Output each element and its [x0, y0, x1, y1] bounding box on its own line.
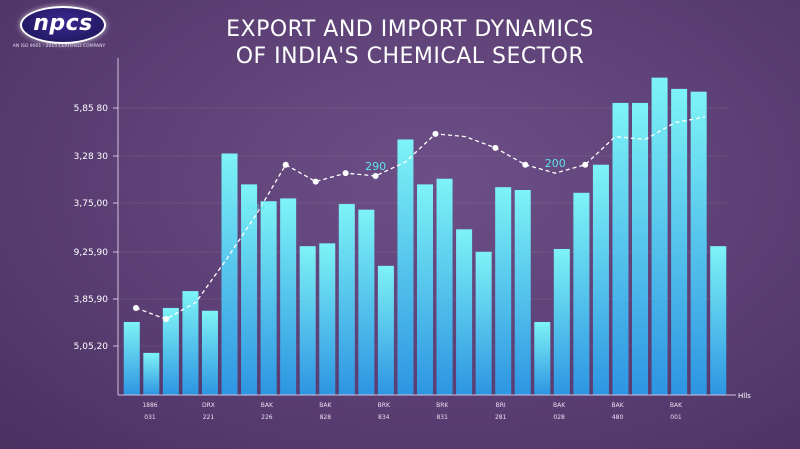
trend-label: 2010 [247, 203, 265, 211]
logo-wordmark: npcs [20, 6, 106, 44]
x-tick-label-bottom: 001 [670, 414, 682, 421]
bar [534, 321, 551, 395]
x-tick-label-bottom: 031 [144, 414, 156, 421]
bar [456, 229, 473, 395]
chart-title-line-1: EXPORT AND IMPORT DYNAMICS [226, 17, 594, 42]
trend-line-path [135, 116, 706, 320]
trend-point [133, 304, 139, 311]
y-tick-label: 5,85 80 [74, 104, 109, 114]
bar [123, 321, 140, 395]
bar [651, 77, 668, 396]
x-tick-label-top: BRI [496, 402, 506, 409]
trend-point [522, 161, 529, 168]
x-tick-label-top: 1886 [142, 402, 157, 409]
x-tick-label-bottom: 226 [261, 414, 273, 421]
logo-tagline: AN ISO 9001 : 2015 CERTIFIED COMPANY [12, 44, 106, 49]
chart-title: EXPORT AND IMPORT DYNAMICS OF INDIA'S CH… [150, 16, 670, 70]
bar [377, 265, 394, 395]
x-axis-end-label: Hlls [738, 392, 751, 400]
x-tick-label-top: BAK [319, 402, 332, 409]
y-tick-label: 3,28 30 [74, 152, 109, 162]
bar [358, 209, 375, 395]
bar [632, 102, 649, 395]
bar [475, 251, 492, 395]
bar [201, 310, 218, 395]
trend-point [282, 161, 289, 168]
bar [573, 192, 590, 395]
bar [162, 307, 179, 395]
bar [671, 88, 688, 396]
trend-point [312, 178, 319, 185]
bar [612, 102, 629, 395]
bar [299, 246, 316, 395]
x-tick-label-top: BAK [553, 402, 566, 409]
axes [113, 58, 736, 396]
x-tick-label-bottom: 828 [320, 414, 332, 421]
trend-line [133, 116, 706, 323]
x-tick-label-bottom: 831 [436, 414, 448, 421]
x-tick-label-bottom: 221 [203, 414, 215, 421]
bar [710, 246, 727, 395]
x-tick-label-top: BRK [378, 402, 391, 409]
x-tick-label-bottom: 028 [553, 414, 565, 421]
bar [514, 189, 531, 395]
bar [397, 139, 414, 395]
trend-point [342, 170, 349, 177]
x-tick-label-bottom: 480 [612, 414, 624, 421]
bar [280, 198, 297, 395]
bar [221, 153, 238, 395]
bar [436, 178, 453, 395]
trend-point [492, 144, 499, 151]
y-tick-label: 3,75,00 [74, 199, 109, 209]
x-tick-label-top: BAK [611, 402, 624, 409]
bar [182, 291, 199, 395]
labels: 5,85 80 3,28 30 3,75,00 9,25,90 3,85,90 5,05,… [74, 104, 752, 421]
bar [553, 248, 570, 395]
x-tick-label-top: DRX [202, 402, 215, 409]
trend-point [582, 161, 589, 168]
trend-point [432, 130, 439, 137]
trend-label: 290 [365, 160, 386, 173]
bar [416, 184, 434, 395]
x-tick-label-top: BAK [670, 402, 683, 409]
y-tick-label: 5,05,20 [74, 342, 109, 352]
trend-label: 200 [545, 157, 566, 170]
x-tick-label-top: BRK [436, 402, 449, 409]
bar [143, 352, 160, 395]
bar [319, 243, 336, 395]
bar [260, 201, 277, 395]
npcs-logo: npcs AN ISO 9001 : 2015 CERTIFIED COMPAN… [6, 4, 112, 54]
x-tick-label-bottom: 281 [495, 414, 507, 421]
bar [241, 184, 258, 395]
bar [338, 204, 355, 395]
bar [690, 91, 707, 395]
bar [592, 164, 609, 395]
chart-title-line-2: OF INDIA'S CHEMICAL SECTOR [235, 44, 585, 69]
x-tick-label-bottom: 834 [378, 414, 390, 421]
trend-point [162, 316, 169, 323]
trend-point [372, 172, 379, 179]
bars [123, 77, 727, 396]
x-tick-label-top: BAK [261, 402, 274, 409]
y-tick-label: 3,85,90 [74, 295, 109, 305]
bar [495, 187, 512, 395]
y-tick-label: 9,25,90 [74, 248, 109, 258]
